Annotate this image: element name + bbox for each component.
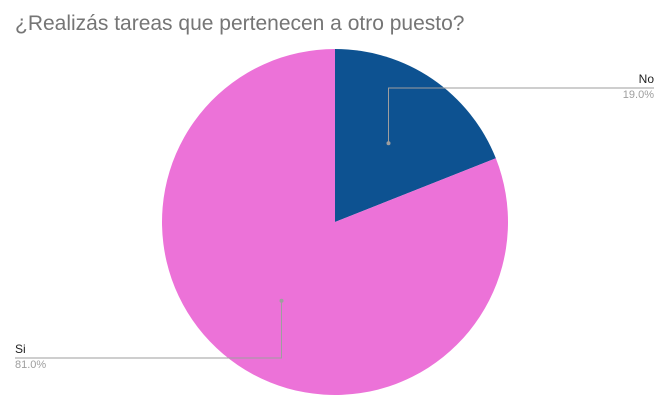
- chart-title: ¿Realizás tareas que pertenecen a otro p…: [15, 12, 465, 35]
- leader-line-no: [388, 87, 654, 144]
- slice-percent-no: 19.0%: [623, 89, 654, 101]
- slice-label-no: No: [639, 72, 655, 86]
- pie-slice-si: [162, 49, 509, 395]
- leader-dot-si: [279, 298, 284, 303]
- pie-slice-no: [335, 49, 496, 222]
- leader-line-si: [15, 300, 282, 359]
- slice-percent-si: 81.0%: [15, 359, 46, 371]
- slice-label-si: Si: [15, 342, 26, 356]
- leader-dot-no: [386, 141, 391, 146]
